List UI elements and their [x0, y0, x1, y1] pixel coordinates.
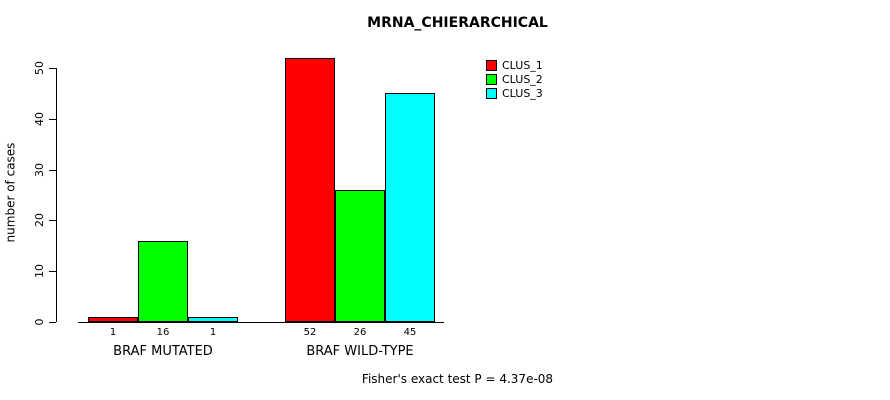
bar-braf-mutated-clus_3	[188, 317, 238, 322]
y-tick-label: 20	[33, 213, 46, 228]
bar-braf-mutated-clus_2	[138, 241, 188, 322]
legend-swatch	[486, 74, 497, 85]
y-axis-line	[56, 68, 57, 322]
y-tick-label: 30	[33, 162, 46, 177]
bar-braf-wild-type-clus_3	[385, 93, 435, 322]
legend: CLUS_1 CLUS_2 CLUS_3	[486, 59, 543, 101]
bar-value-label: 52	[303, 327, 317, 338]
y-tick-mark	[49, 322, 56, 323]
x-axis-line	[78, 322, 444, 323]
y-tick-mark	[49, 220, 56, 222]
bar-braf-wild-type-clus_2	[335, 190, 385, 322]
legend-item: CLUS_3	[486, 87, 543, 100]
y-tick-label: 50	[33, 61, 46, 75]
bar-value-label: 1	[109, 327, 117, 338]
y-tick-label: 40	[33, 111, 46, 126]
legend-label: CLUS_2	[502, 73, 543, 86]
bar-braf-wild-type-clus_1	[285, 58, 335, 322]
legend-swatch	[486, 60, 497, 71]
bar-braf-mutated-clus_1	[88, 317, 138, 322]
y-tick-mark	[49, 118, 56, 120]
legend-label: CLUS_1	[502, 59, 543, 72]
legend-item: CLUS_2	[486, 73, 543, 86]
legend-swatch	[486, 88, 497, 99]
y-tick-mark	[49, 169, 56, 171]
y-tick-label: 0	[33, 318, 46, 326]
x-category-label: BRAF MUTATED	[113, 344, 213, 359]
annotation-text: Fisher's exact test P = 4.37e-08	[361, 372, 554, 386]
bar-value-label: 16	[156, 327, 170, 338]
y-tick-label: 10	[33, 264, 46, 279]
chart-title: MRNA_CHIERARCHICAL	[367, 15, 548, 31]
legend-item: CLUS_1	[486, 59, 543, 72]
y-tick-mark	[49, 271, 56, 273]
y-tick-mark	[49, 68, 56, 69]
x-category-label: BRAF WILD-TYPE	[306, 344, 414, 359]
legend-label: CLUS_3	[502, 87, 543, 100]
bar-value-label: 1	[209, 327, 217, 338]
bar-value-label: 26	[353, 327, 367, 338]
bar-value-label: 45	[403, 327, 417, 338]
